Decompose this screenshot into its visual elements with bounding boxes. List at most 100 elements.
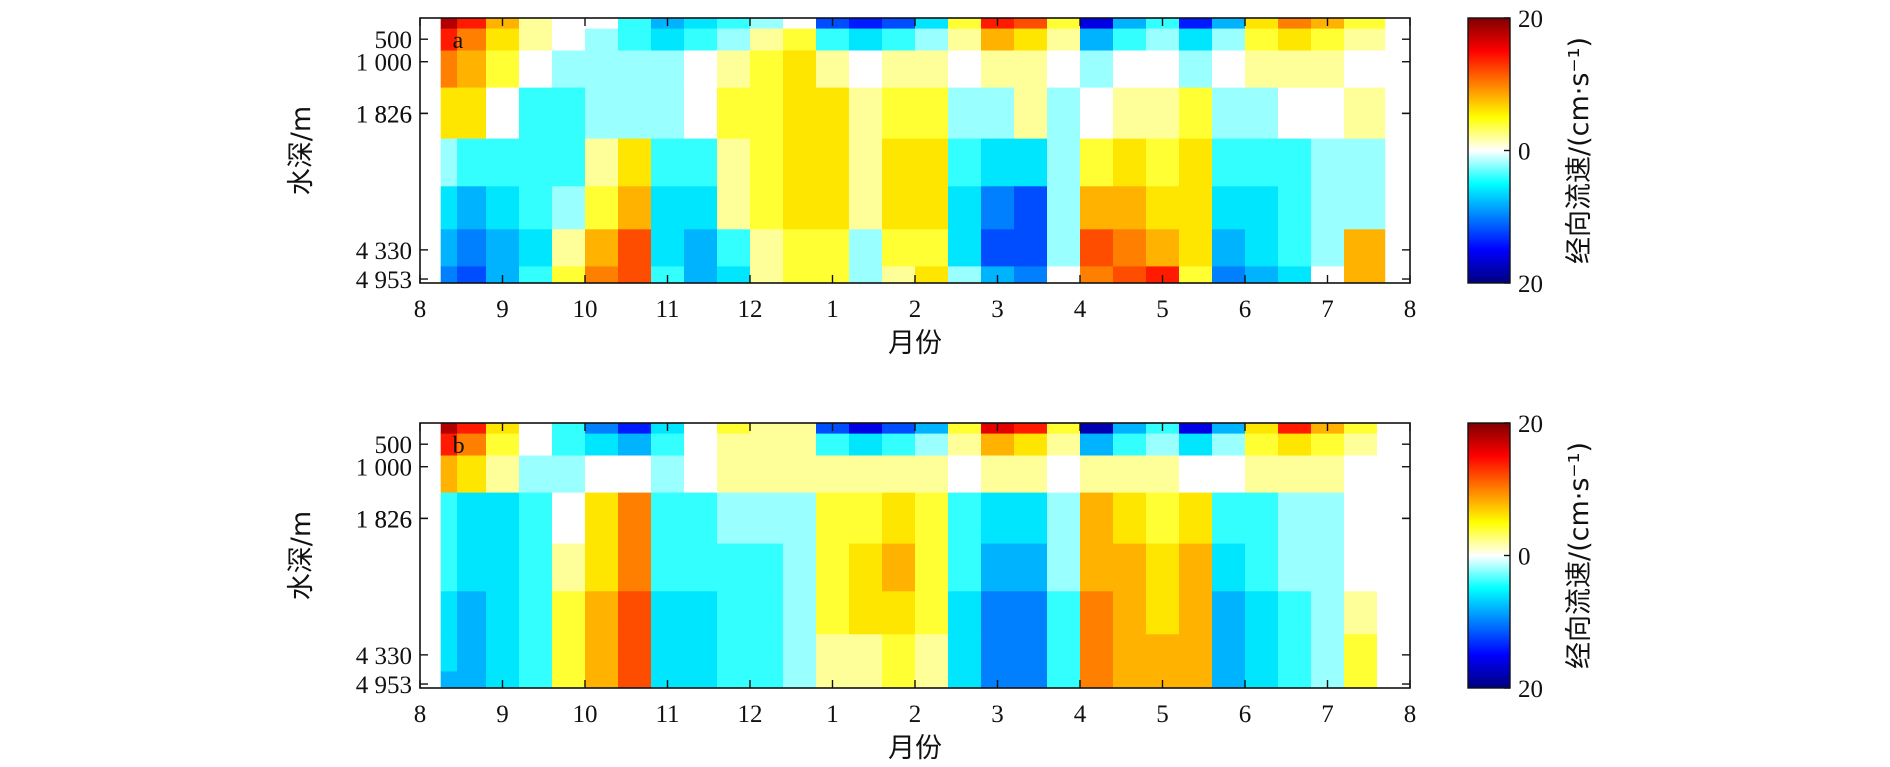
heatmap-cell <box>981 186 1015 230</box>
heatmap-cell <box>717 87 751 140</box>
heatmap-cell <box>684 28 718 52</box>
heatmap-cell <box>1245 423 1279 435</box>
y-tick-label: 1 826 <box>356 101 412 128</box>
heatmap-cell <box>948 229 982 267</box>
heatmap-cell <box>750 229 784 267</box>
heatmap-cell <box>717 671 751 688</box>
heatmap-cell <box>981 50 1015 89</box>
heatmap-cell <box>981 671 1015 688</box>
heatmap-cell <box>1179 229 1213 267</box>
heatmap-cell <box>1014 455 1048 494</box>
heatmap-cell <box>1146 229 1180 267</box>
heatmap-cell <box>849 634 883 672</box>
heatmap-cell <box>457 266 487 283</box>
heatmap-cell <box>684 543 718 592</box>
x-axis-label: 月份 <box>888 328 942 359</box>
colorbar <box>1467 422 1511 689</box>
heatmap-cell <box>457 433 487 457</box>
heatmap-cell <box>1113 18 1147 30</box>
heatmap-cell <box>717 229 751 267</box>
heatmap-cell <box>684 266 718 283</box>
heatmap-cell <box>1179 186 1213 230</box>
heatmap-cell <box>440 87 458 140</box>
heatmap-cell <box>1080 50 1114 89</box>
heatmap-cell <box>1047 591 1081 635</box>
heatmap-cell <box>1212 266 1246 283</box>
heatmap-cell <box>717 266 751 283</box>
heatmap-cell <box>915 591 949 635</box>
heatmap-cell <box>519 671 553 688</box>
heatmap-cell <box>1212 433 1246 457</box>
heatmap-cell <box>783 28 817 52</box>
heatmap-cell <box>882 492 916 545</box>
heatmap-cell <box>440 186 458 230</box>
heatmap-cell <box>1047 543 1081 592</box>
heatmap-cell <box>981 28 1015 52</box>
heatmap-cell <box>948 671 982 688</box>
heatmap-cell <box>519 591 553 635</box>
heatmap-cell <box>486 591 520 635</box>
heatmap-cell <box>457 492 487 545</box>
heatmap-cell <box>717 50 751 89</box>
heatmap-cell <box>1080 423 1114 435</box>
heatmap-cell <box>1179 266 1213 283</box>
heatmap-cell <box>1080 492 1114 545</box>
panel-label: a <box>453 28 464 54</box>
heatmap-cell <box>651 671 685 688</box>
heatmap-cell <box>457 455 487 494</box>
heatmap-cell <box>618 634 652 672</box>
heatmap-cell <box>915 543 949 592</box>
heatmap-cell <box>783 433 817 457</box>
heatmap-cell <box>882 50 916 89</box>
heatmap-cell <box>618 28 652 52</box>
heatmap-cell <box>1146 266 1180 283</box>
heatmap-cell <box>457 18 487 30</box>
heatmap-cell <box>1113 423 1147 435</box>
heatmap-cell <box>1113 87 1147 140</box>
heatmap-cell <box>915 50 949 89</box>
colorbar-tick-label: 20 <box>1518 271 1543 298</box>
heatmap-cell <box>1344 433 1377 457</box>
heatmap-cell <box>585 433 619 457</box>
heatmap-cell <box>1245 543 1279 592</box>
heatmap-cell <box>684 229 718 267</box>
heatmap-cell <box>519 50 553 89</box>
heatmap-cell <box>915 138 949 187</box>
heatmap-cell <box>882 28 916 52</box>
heatmap-cell <box>486 50 520 89</box>
heatmap-cell <box>1179 492 1213 545</box>
heatmap-cell <box>1179 138 1213 187</box>
heatmap-cell <box>1080 455 1114 494</box>
heatmap-cell <box>618 50 652 89</box>
heatmap-cell <box>519 138 553 187</box>
heatmap-cell <box>457 87 487 140</box>
heatmap-cell <box>1047 492 1081 545</box>
heatmap-cell <box>440 543 458 592</box>
heatmap-cell <box>684 18 718 30</box>
heatmap-cell <box>1311 455 1345 494</box>
heatmap-cell <box>1080 634 1114 672</box>
colorbar <box>1467 17 1511 284</box>
heatmap-cell <box>457 138 487 187</box>
heatmap-cell <box>585 266 619 283</box>
heatmap-cell <box>717 591 751 635</box>
heatmap-cell <box>1245 266 1279 283</box>
heatmap-cell <box>882 87 916 140</box>
y-tick-label: 4 330 <box>356 238 412 265</box>
y-tick-label: 1 826 <box>356 101 412 128</box>
heatmap-cell <box>1014 138 1048 187</box>
heatmap-cell <box>519 492 553 545</box>
heatmap-cell <box>651 138 685 187</box>
heatmap-cell <box>618 591 652 635</box>
heatmap-cell <box>1344 138 1386 187</box>
heatmap-cell <box>519 543 553 592</box>
heatmap-cell <box>1344 28 1386 52</box>
heatmap-cell <box>1311 186 1345 230</box>
heatmap-cell <box>1047 423 1081 435</box>
heatmap-cell <box>651 492 685 545</box>
heatmap-cell <box>750 634 784 672</box>
heatmap-cell <box>750 492 784 545</box>
heatmap-cell <box>1179 87 1213 140</box>
